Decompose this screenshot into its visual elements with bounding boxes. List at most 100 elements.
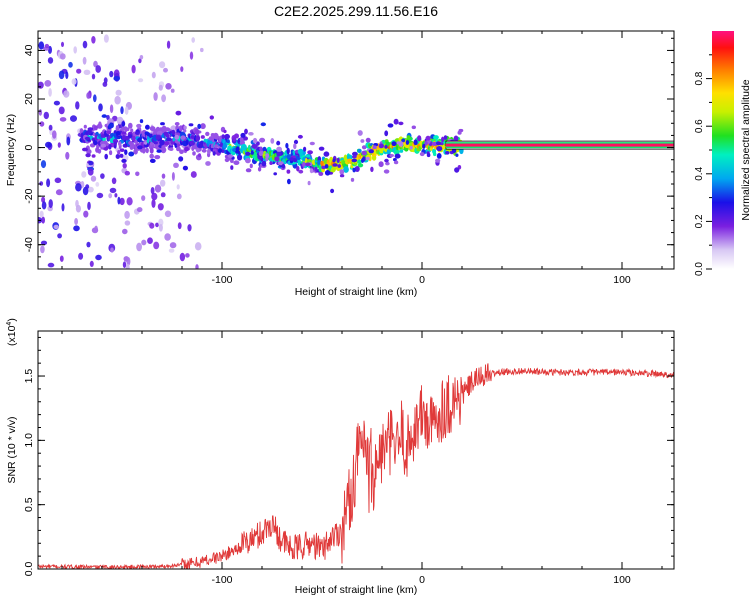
spectrogram-cell (158, 218, 164, 227)
spectrogram-cell (133, 149, 138, 155)
spectrogram-cell (184, 146, 190, 152)
spectrogram-cell (454, 167, 460, 173)
spectrogram-cell (361, 158, 365, 163)
spectrogram-cell (75, 204, 81, 213)
spectrogram-cell (269, 161, 273, 166)
spectrogram-cell (84, 136, 91, 141)
spectrogram-cell (137, 145, 143, 150)
spectrogram-cell (156, 130, 163, 136)
spectrogram-cell (82, 186, 89, 196)
spectrogram-cell (443, 135, 448, 140)
spectrogram-cell (102, 81, 108, 87)
spectrogram-cell (424, 141, 428, 146)
y-tick-label: 0.0 (23, 562, 35, 577)
spectrogram-cell (383, 169, 390, 174)
spectrogram-cell (45, 141, 52, 148)
spectrogram-cell (139, 119, 144, 124)
spectrogram-cell (141, 239, 147, 246)
spectrogram-cell (145, 124, 150, 130)
spectrogram-cell (176, 193, 182, 200)
spectrogram-cell (83, 69, 91, 76)
spectrogram-cell (68, 61, 73, 68)
spectrogram-cell (200, 123, 206, 130)
spectrogram-cell (393, 158, 397, 162)
spectrogram-cell (285, 142, 289, 149)
spectrogram-cell (177, 222, 182, 230)
spectrogram-cell (73, 46, 77, 54)
spectrogram-cell (191, 37, 195, 43)
spectrogram-cell (307, 180, 311, 186)
spectrogram-cell (110, 247, 114, 253)
spectrogram-cell (281, 163, 286, 169)
spectrogram-cell (57, 233, 62, 239)
spectrogram-cell (44, 80, 52, 87)
snr-series-line (38, 363, 674, 569)
spectrogram-cell (189, 140, 195, 146)
spectrogram-cell (39, 121, 45, 127)
spectrogram-cell (165, 137, 172, 142)
spectrogram-cell (109, 150, 113, 156)
spectrogram-cell (61, 203, 65, 212)
spectrogram-cell (109, 70, 114, 78)
spectrogram-cell (293, 143, 297, 150)
spectrogram-cell (144, 141, 148, 145)
spectrogram-cell (352, 167, 356, 173)
spectrogram-cell (259, 137, 266, 143)
spectrogram-cell (176, 143, 181, 147)
spectrogram-cell (207, 148, 211, 155)
spectrogram-cell (321, 165, 326, 170)
spectrogram-cell (205, 161, 211, 166)
spectrogram-cell (219, 142, 224, 147)
spectrogram-cell (124, 106, 129, 115)
spectrogram-cell (82, 147, 88, 152)
spectrogram-cell (256, 141, 260, 146)
spectrogram-cell (165, 134, 170, 138)
spectrogram-cell (365, 156, 370, 161)
spectrogram-cell (121, 121, 126, 127)
spectrogram-cell (230, 159, 234, 163)
spectrogram-cell (149, 147, 154, 154)
spectrogram-cell (180, 66, 184, 72)
spectrogram-cell (136, 207, 143, 213)
spectrogram-cell (161, 125, 167, 132)
spectrogram-cell (95, 147, 100, 153)
spectrogram-cell (185, 139, 189, 146)
spectrogram-cell (164, 210, 172, 218)
spectrogram-cell (336, 157, 340, 163)
spectrogram-cell (119, 153, 124, 158)
spectrogram-cell (138, 78, 144, 83)
spectrogram-cell (436, 141, 441, 146)
spectrogram-cell (70, 115, 77, 122)
spectrogram-cell (151, 192, 158, 201)
spectrogram-cell (302, 150, 306, 155)
spectrogram-cell (121, 134, 126, 141)
spectrogram-cell (393, 160, 399, 165)
spectrogram-cell (426, 153, 431, 158)
spectrogram-cell (48, 199, 53, 209)
spectrogram-cell (150, 187, 155, 195)
spectrogram-cell (161, 94, 167, 103)
spectrogram-cell (90, 175, 97, 182)
spectrogram-cell (53, 224, 59, 230)
spectrogram-cell (213, 144, 219, 149)
spectrogram-cell (289, 157, 294, 161)
spectrogram-cell (122, 163, 127, 169)
spectrogram-cell (368, 154, 372, 162)
spectrogram-cell (38, 81, 44, 89)
spectrogram-cell (431, 141, 438, 146)
spectrogram-cell (58, 106, 65, 115)
spectrogram-cell (95, 182, 100, 187)
spectrogram-cell (240, 132, 246, 138)
spectrogram-cell (44, 43, 50, 49)
spectrogram-cell (41, 201, 47, 210)
spectrogram-cell (378, 161, 384, 168)
spectrogram-cell (59, 117, 67, 122)
spectrogram-cell (232, 137, 236, 142)
spectrogram-cell (258, 151, 263, 156)
spectrogram-cell (250, 150, 254, 155)
spectrogram-cell (441, 136, 445, 143)
spectrogram-cell (302, 161, 306, 168)
spectrogram-cell (137, 137, 142, 143)
